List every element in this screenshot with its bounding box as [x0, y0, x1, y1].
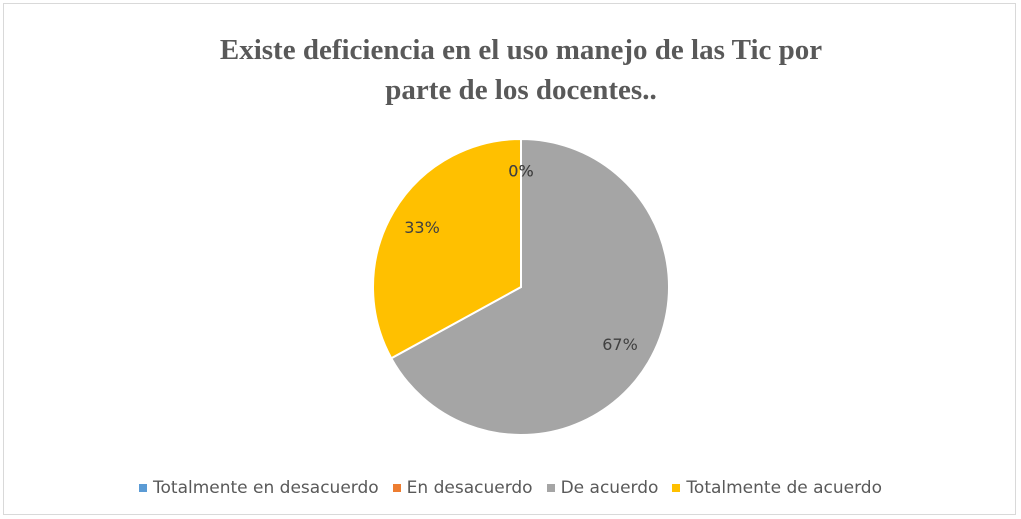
legend-item: De acuerdo — [546, 478, 659, 498]
legend-swatch — [672, 484, 681, 492]
legend-swatch — [139, 484, 148, 492]
legend-swatch — [546, 484, 555, 492]
legend: Totalmente en desacuerdo En desacuerdo De … — [0, 478, 1021, 498]
pie-slice — [389, 137, 670, 436]
legend-label: En desacuerdo — [406, 478, 533, 498]
legend-swatch — [392, 484, 401, 492]
legend-label: De acuerdo — [560, 478, 659, 498]
data-label: 67% — [602, 335, 638, 354]
pie-slice — [372, 137, 522, 360]
legend-label: Totalmente en desacuerdo — [153, 478, 379, 498]
data-label: 33% — [404, 218, 440, 237]
legend-label: Totalmente de acuerdo — [686, 478, 882, 498]
data-label: 0% — [508, 162, 533, 181]
data-label: 0% — [508, 162, 533, 181]
legend-item: Totalmente en desacuerdo — [139, 478, 379, 498]
chart-frame — [3, 3, 1016, 515]
legend-item: En desacuerdo — [392, 478, 533, 498]
chart-title: Existe deficiencia en el uso manejo de l… — [219, 34, 823, 106]
legend-item: Totalmente de acuerdo — [672, 478, 882, 498]
